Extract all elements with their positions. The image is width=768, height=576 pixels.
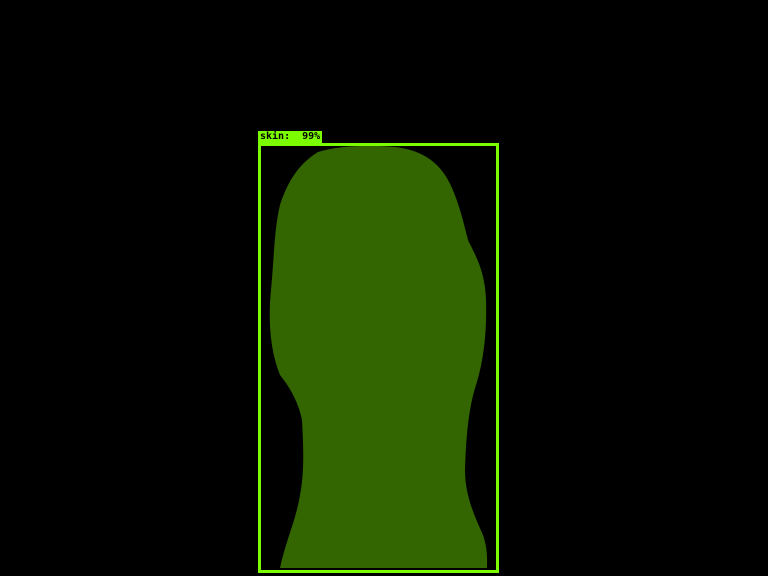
detection-bounding-box — [258, 143, 499, 573]
detection-label: skin: 99% — [258, 131, 323, 143]
skin-mask-region — [269, 145, 488, 568]
